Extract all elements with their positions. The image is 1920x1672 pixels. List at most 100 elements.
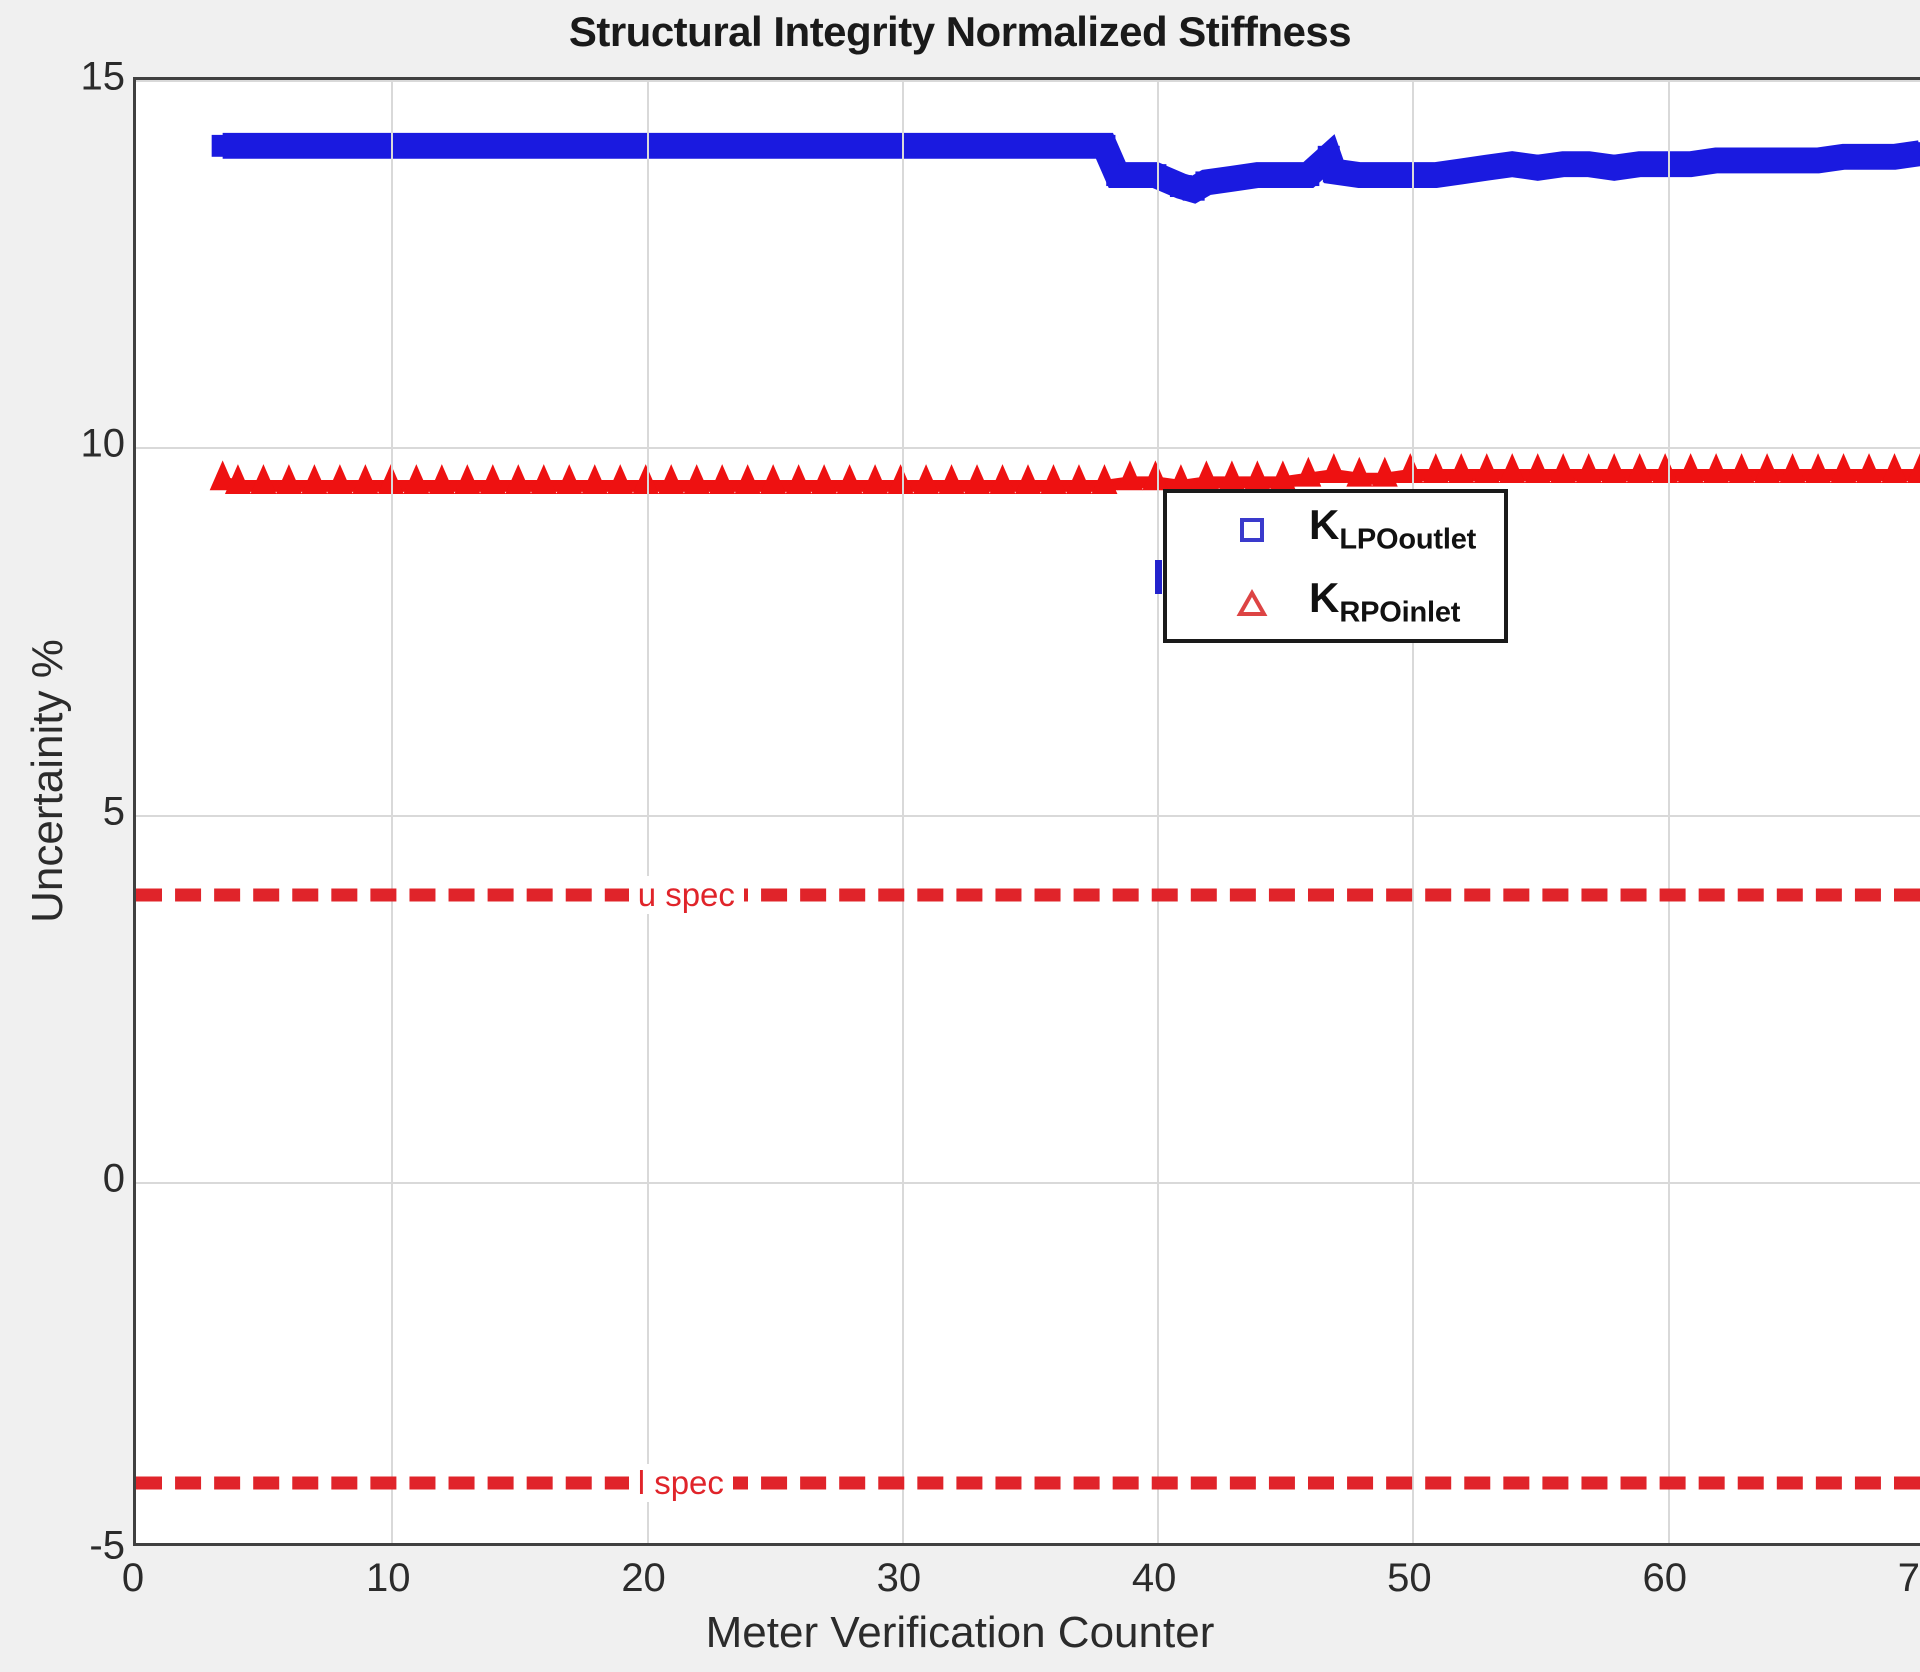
- data-point-marker: [1677, 453, 1704, 483]
- plot-area: u spec l spec: [133, 77, 1920, 1546]
- data-point-marker: [1756, 149, 1779, 172]
- gridline-vertical: [901, 80, 904, 1543]
- data-point-marker: [1295, 456, 1322, 487]
- data-point-marker: [609, 134, 632, 157]
- x-tick-label: 30: [876, 1556, 922, 1600]
- data-point-marker: [1805, 453, 1832, 483]
- data-point-marker: [734, 464, 761, 494]
- gridline-horizontal: [136, 80, 1920, 82]
- data-point-marker: [1448, 453, 1475, 483]
- data-point-marker: [1883, 145, 1906, 168]
- legend[interactable]: KLPOoutlet KRPOinlet: [1163, 489, 1508, 643]
- data-point-marker: [403, 464, 430, 494]
- data-point-marker: [1526, 156, 1549, 179]
- data-point-marker: [787, 134, 810, 157]
- legend-stray-marker: [1155, 560, 1162, 594]
- data-point-marker: [224, 464, 251, 494]
- data-point-marker: [1475, 156, 1498, 179]
- data-point-marker: [379, 134, 402, 157]
- data-point-marker: [326, 464, 353, 494]
- data-point-marker: [1858, 145, 1881, 168]
- data-point-marker: [209, 460, 236, 491]
- data-point-marker: [1142, 460, 1169, 491]
- data-point-marker: [226, 134, 249, 157]
- y-tick-label: 5: [102, 789, 125, 833]
- legend-label-0: KLPOoutlet: [1309, 504, 1476, 555]
- x-tick-label: 70: [1897, 1556, 1920, 1600]
- data-point-marker: [430, 134, 453, 157]
- data-point-marker: [1271, 164, 1294, 187]
- x-tick-label: 40: [1131, 1556, 1177, 1600]
- data-point-marker: [354, 134, 377, 157]
- data-point-marker: [632, 464, 659, 494]
- data-point-marker: [1626, 453, 1653, 483]
- data-point-marker: [864, 134, 887, 157]
- legend-label-1: KRPOinlet: [1309, 577, 1460, 628]
- reference-line-l-spec: [136, 1476, 1920, 1490]
- data-point-marker: [736, 134, 759, 157]
- data-point-marker: [1015, 464, 1041, 494]
- data-point-marker: [1779, 453, 1806, 483]
- data-point-marker: [1679, 153, 1702, 176]
- x-tick-label: 50: [1387, 1556, 1432, 1600]
- data-point-marker: [1654, 153, 1677, 176]
- legend-item-0[interactable]: KLPOoutlet: [1167, 493, 1504, 566]
- x-tick-label: 20: [621, 1556, 666, 1600]
- data-point-marker: [583, 134, 606, 157]
- data-point-marker: [811, 464, 838, 494]
- data-point-marker: [1195, 171, 1218, 194]
- gridline-horizontal: [136, 447, 1920, 450]
- data-point-marker: [558, 134, 581, 157]
- data-point-marker: [1040, 464, 1067, 494]
- data-point-marker: [1091, 464, 1118, 494]
- data-point-marker: [1320, 453, 1347, 483]
- data-point-marker: [938, 464, 965, 494]
- data-point-marker: [532, 134, 555, 157]
- data-point-marker: [1781, 149, 1804, 172]
- data-point-marker: [303, 134, 326, 157]
- data-point-marker: [1193, 460, 1220, 491]
- data-point-marker: [1244, 460, 1271, 491]
- data-point-marker: [1116, 460, 1143, 491]
- data-point-marker: [1730, 149, 1753, 172]
- data-point-marker: [1909, 142, 1920, 165]
- legend-label-1-sub: RPOinlet: [1339, 596, 1461, 629]
- data-point-marker: [1065, 464, 1092, 494]
- data-point-marker: [301, 464, 328, 494]
- data-point-marker: [1499, 453, 1526, 483]
- legend-label-0-sub: LPOoutlet: [1339, 523, 1477, 556]
- data-point-marker: [634, 134, 657, 157]
- legend-item-1[interactable]: KRPOinlet: [1167, 566, 1504, 639]
- data-point-marker: [377, 464, 404, 494]
- data-point-marker: [1552, 153, 1575, 176]
- data-point-marker: [1144, 164, 1167, 187]
- data-point-marker: [1118, 164, 1141, 187]
- data-point-marker: [989, 464, 1016, 494]
- data-point-marker: [1550, 453, 1577, 483]
- data-point-marker: [1346, 456, 1373, 487]
- reference-label-l-spec: l spec: [628, 1463, 733, 1502]
- data-point-marker: [862, 464, 889, 494]
- y-tick-label: -5: [89, 1523, 125, 1568]
- x-tick-label: 10: [366, 1556, 411, 1600]
- data-point-marker: [456, 134, 479, 157]
- data-point-marker: [683, 464, 710, 494]
- data-point-marker: [1830, 453, 1857, 483]
- data-point-marker: [1218, 460, 1245, 491]
- data-point-marker: [1373, 164, 1396, 187]
- series-K_RPOinlet: [209, 453, 1920, 494]
- data-point-marker: [428, 464, 455, 494]
- data-point-marker: [1524, 453, 1551, 483]
- data-point-marker: [1246, 164, 1269, 187]
- data-point-marker: [1017, 134, 1039, 157]
- data-point-marker: [1603, 156, 1626, 179]
- data-point-marker: [1628, 153, 1651, 176]
- x-tick-label: 60: [1642, 1556, 1687, 1600]
- x-axis-label: Meter Verification Counter: [705, 1608, 1215, 1657]
- data-point-marker: [1042, 134, 1065, 157]
- data-point-marker: [685, 134, 708, 157]
- data-point-marker: [1473, 453, 1500, 483]
- data-point-marker: [252, 134, 275, 157]
- data-point-marker: [1832, 145, 1855, 168]
- legend-label-1-base: K: [1309, 574, 1340, 622]
